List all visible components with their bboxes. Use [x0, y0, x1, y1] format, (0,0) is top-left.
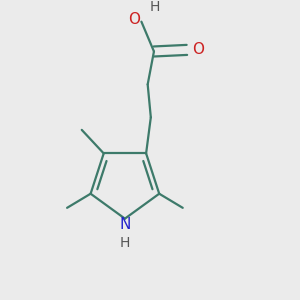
Text: N: N — [119, 217, 130, 232]
Text: H: H — [120, 236, 130, 250]
Text: O: O — [128, 12, 140, 27]
Text: H: H — [149, 0, 160, 14]
Text: O: O — [193, 42, 205, 57]
